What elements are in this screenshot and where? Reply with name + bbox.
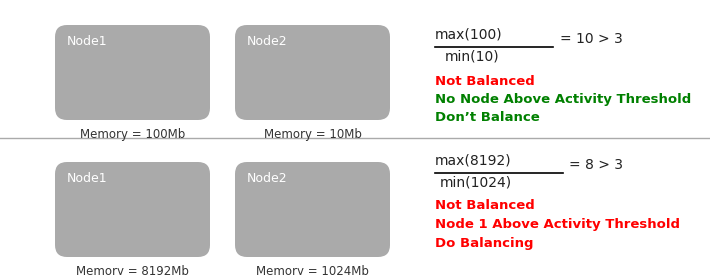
Text: Node2: Node2 xyxy=(247,35,288,48)
Text: Memory = 100Mb: Memory = 100Mb xyxy=(80,128,185,141)
Text: min(1024): min(1024) xyxy=(440,175,512,189)
Text: Do Balancing: Do Balancing xyxy=(435,237,533,250)
FancyBboxPatch shape xyxy=(235,25,390,120)
Text: No Node Above Activity Threshold: No Node Above Activity Threshold xyxy=(435,93,692,106)
Text: Node 1 Above Activity Threshold: Node 1 Above Activity Threshold xyxy=(435,218,680,231)
FancyBboxPatch shape xyxy=(55,162,210,257)
Text: Node1: Node1 xyxy=(67,35,108,48)
Text: = 10 > 3: = 10 > 3 xyxy=(560,32,623,46)
Text: Don’t Balance: Don’t Balance xyxy=(435,111,540,124)
Text: = 8 > 3: = 8 > 3 xyxy=(569,158,623,172)
Text: max(8192): max(8192) xyxy=(435,153,512,167)
Text: Not Balanced: Not Balanced xyxy=(435,199,535,212)
FancyBboxPatch shape xyxy=(55,25,210,120)
Text: Memory = 8192Mb: Memory = 8192Mb xyxy=(76,265,189,275)
Text: min(10): min(10) xyxy=(445,49,500,63)
Text: Memory = 10Mb: Memory = 10Mb xyxy=(263,128,361,141)
Text: Node1: Node1 xyxy=(67,172,108,185)
Text: Not Balanced: Not Balanced xyxy=(435,75,535,88)
Text: Memory = 1024Mb: Memory = 1024Mb xyxy=(256,265,369,275)
Text: Node2: Node2 xyxy=(247,172,288,185)
FancyBboxPatch shape xyxy=(235,162,390,257)
Text: max(100): max(100) xyxy=(435,27,503,41)
